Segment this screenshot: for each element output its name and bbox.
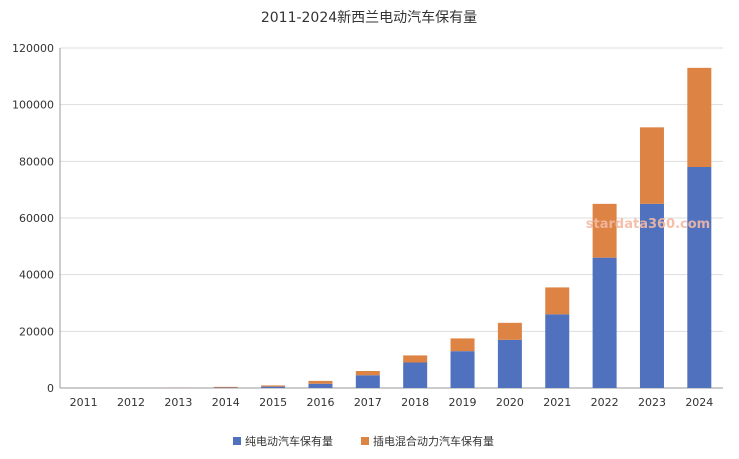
x-tick-label: 2023: [638, 396, 666, 409]
x-tick-label: 2013: [164, 396, 192, 409]
bar-bev-2022: [592, 257, 617, 388]
bar-bev-2015: [261, 386, 286, 388]
y-tick-label: 60000: [19, 212, 54, 225]
x-tick-label: 2014: [212, 396, 240, 409]
legend-swatch: [233, 437, 241, 445]
bar-bev-2024: [687, 167, 712, 388]
bar-phev-2022: [592, 203, 617, 258]
x-tick-label: 2021: [543, 396, 571, 409]
x-tick-label: 2016: [306, 396, 334, 409]
legend-swatch: [361, 437, 369, 445]
bar-phev-2017: [355, 371, 380, 376]
watermark: stardata360.com: [586, 217, 710, 232]
bars: [71, 67, 712, 388]
bar-bev-2020: [497, 339, 522, 388]
x-tick-label: 2019: [449, 396, 477, 409]
legend-label: 插电混合动力汽车保有量: [373, 434, 494, 448]
bar-bev-2019: [450, 351, 475, 388]
bar-bev-2016: [308, 383, 333, 388]
bar-bev-2023: [639, 203, 664, 388]
y-axis: 0 20000 40000 60000 80000 100000 120000: [12, 42, 61, 395]
x-tick-label: 2024: [685, 396, 713, 409]
y-tick-label: 40000: [19, 269, 54, 282]
y-tick-label: 120000: [12, 42, 54, 55]
bar-phev-2015: [261, 385, 286, 387]
bar-phev-2018: [403, 355, 428, 363]
bar-phev-2023: [639, 127, 664, 204]
x-tick-label: 2018: [401, 396, 429, 409]
bar-bev-2017: [355, 375, 380, 388]
y-tick-label: 20000: [19, 325, 54, 338]
chart-title: 2011-2024新西兰电动汽车保有量: [261, 9, 477, 26]
y-tick-label: 0: [47, 382, 54, 395]
bar-phev-2021: [545, 287, 570, 315]
x-tick-label: 2020: [496, 396, 524, 409]
bar-phev-2014: [213, 386, 238, 388]
x-tick-label: 2017: [354, 396, 382, 409]
x-axis: 2011 2012 2013 2014 2015 2016 2017 2018 2019 2020…: [70, 396, 714, 409]
bar-bev-2018: [403, 362, 428, 388]
x-tick-label: 2011: [70, 396, 98, 409]
bar-phev-2024: [687, 67, 712, 167]
bar-phev-2016: [308, 380, 333, 384]
legend-label: 纯电动汽车保有量: [245, 434, 333, 448]
y-tick-label: 100000: [12, 99, 54, 112]
grid-lines: [60, 47, 723, 389]
bar-bev-2021: [545, 314, 570, 388]
bar-phev-2020: [497, 322, 522, 340]
x-tick-label: 2022: [591, 396, 619, 409]
legend: 纯电动汽车保有量 插电混合动力汽车保有量: [233, 434, 494, 448]
x-tick-label: 2012: [117, 396, 145, 409]
y-tick-label: 80000: [19, 155, 54, 168]
bar-phev-2019: [450, 338, 475, 352]
x-tick-label: 2015: [259, 396, 287, 409]
